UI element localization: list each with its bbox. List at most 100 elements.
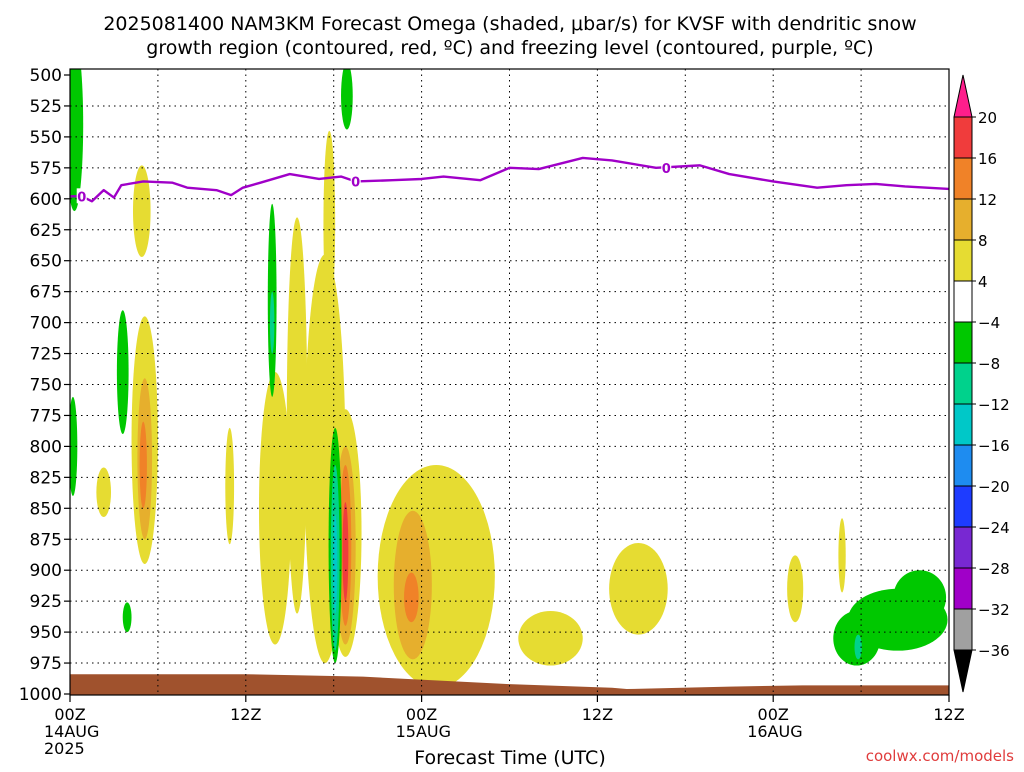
x-tick-label: 12Z [933,705,964,724]
omega-region-33 [893,570,947,625]
y-tick-label: 975 [30,654,62,674]
x-tick-label: 00Z [758,705,789,724]
colorbar-band-12 [953,567,973,610]
y-tick-label: 725 [30,345,62,365]
freezing-label-bg-1 [350,173,361,189]
x-tick-label: 00Z [406,705,437,724]
freezing-level-line [70,156,949,203]
omega-region-0 [132,165,151,257]
freezing-label-bg-2 [661,159,672,175]
x-tick-date-label: 14AUG [44,722,99,741]
y-axis: 500 525 550 575 600 625 650 675 700 725 750 775 800 8… [19,66,70,705]
omega-region-4 [96,467,112,517]
omega-shading [70,69,948,688]
colorbar-label: −24 [978,519,1010,537]
chart-title-line2: growth region (contoured, red, ºC) and f… [146,37,873,59]
colorbar-bottom-triangle [953,649,973,693]
y-tick-label: 525 [30,97,62,117]
y-tick-label: 600 [30,190,62,210]
colorbar-label: −4 [978,314,1000,332]
omega-region-3 [139,421,147,509]
colorbar: 20 16 12 8 4 −4 −8 −12 −16 −20 −24 −28 −32 −36 [953,74,1010,693]
colorbar-band-5 [953,280,973,323]
colorbar-band-2 [953,157,973,200]
terrain-fill [70,674,949,695]
omega-region-24 [122,602,132,633]
y-tick-label: 550 [30,128,62,148]
y-tick-label: 875 [30,530,62,550]
freezing-level-label: 0 [351,175,360,190]
grid-lines [70,69,949,695]
omega-region-18 [609,542,668,635]
colorbar-label: 8 [978,232,988,250]
omega-region-26 [269,291,275,354]
colorbar-label: −8 [978,355,1000,373]
x-tick-date-label: 16AUG [747,722,802,741]
colorbar-band-3 [953,198,973,241]
colorbar-band-4 [953,239,973,282]
omega-region-7 [286,217,308,614]
colorbar-band-9 [953,444,973,487]
y-tick-label: 575 [30,159,62,179]
omega-region-5 [225,427,235,545]
y-tick-label: 925 [30,592,62,612]
colorbar-band-6 [953,321,973,364]
y-tick-label: 825 [30,468,62,488]
credit-text: coolwx.com/models [866,747,1014,765]
y-tick-label: 775 [30,406,62,426]
colorbar-label: −28 [978,560,1010,578]
omega-region-19 [787,555,804,623]
x-tick-label: 00Z [54,705,85,724]
colorbar-band-10 [953,485,973,528]
omega-region-16 [404,572,419,623]
colorbar-band-8 [953,403,973,446]
freezing-label-bg-0 [76,188,87,204]
y-tick-label: 900 [30,561,62,581]
plot-frame [69,68,950,696]
colorbar-top-triangle [953,74,973,118]
x-tick-date-label: 15AUG [396,722,451,741]
y-tick-label: 1000 [19,685,62,705]
colorbar-label: −36 [978,642,1010,660]
colorbar-label: −16 [978,437,1010,455]
y-tick-label: 850 [30,499,62,519]
colorbar-band-13 [953,608,973,651]
omega-region-17 [518,611,583,666]
omega-region-34 [854,634,862,660]
x-axis-title: Forecast Time (UTC) [414,747,605,768]
colorbar-label: 12 [978,191,997,209]
omega-region-12 [342,502,349,602]
colorbar-band-11 [953,526,973,569]
omega-region-6 [258,372,292,645]
freezing-level-label: 0 [662,162,671,177]
freezing-level-layer: 0 0 0 [70,156,949,205]
y-tick-label: 500 [30,66,62,86]
colorbar-band-1 [953,116,973,159]
colorbar-label: 20 [978,109,997,127]
x-tick-label: 12Z [230,705,261,724]
y-tick-label: 675 [30,283,62,303]
terrain-layer [70,674,949,695]
x-tick-label: 12Z [582,705,613,724]
y-tick-label: 625 [30,221,62,241]
colorbar-label: 16 [978,150,997,168]
omega-region-27 [341,69,353,130]
colorbar-label: −32 [978,601,1010,619]
chart-title-line1: 2025081400 NAM3KM Forecast Omega (shaded… [103,13,916,35]
omega-region-20 [838,518,846,593]
y-tick-label: 700 [30,314,62,334]
colorbar-label: −12 [978,396,1010,414]
y-tick-label: 750 [30,376,62,396]
omega-region-23 [116,310,129,435]
freezing-level-label: 0 [77,190,86,205]
x-tick-date-label: 2025 [44,739,85,758]
colorbar-band-7 [953,362,973,405]
colorbar-label: −20 [978,478,1010,496]
omega-region-21 [70,69,84,212]
y-tick-label: 800 [30,437,62,457]
y-tick-label: 650 [30,252,62,272]
omega-region-22 [70,396,78,496]
